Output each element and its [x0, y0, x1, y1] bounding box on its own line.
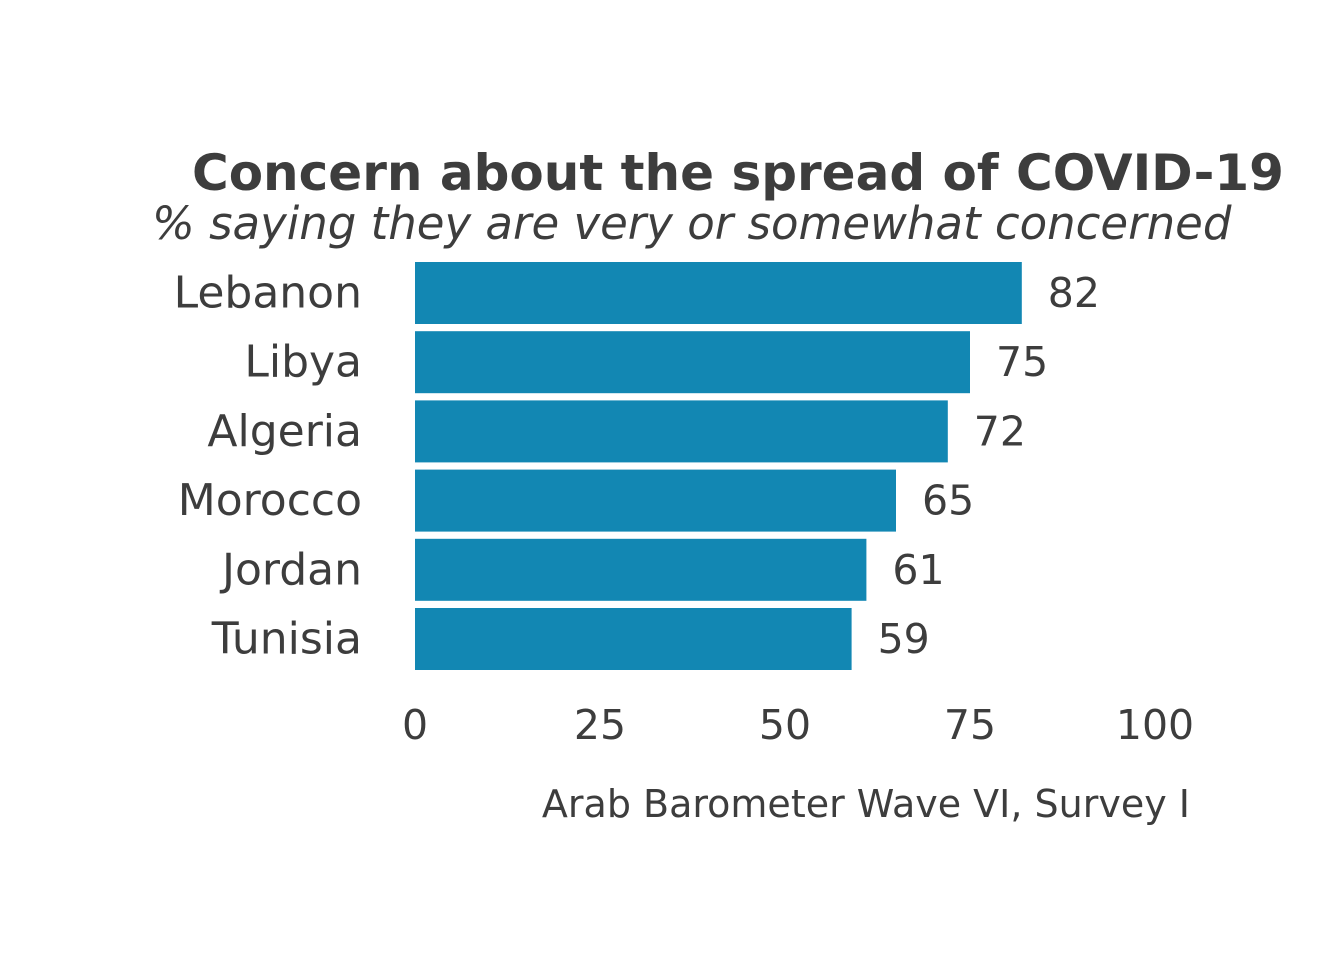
bars-layer	[415, 262, 1022, 670]
bar-lebanon	[415, 262, 1022, 324]
chart-subtitle: % saying they are very or somewhat conce…	[152, 197, 1232, 250]
bar-libya	[415, 331, 970, 394]
value-label-algeria: 72	[974, 407, 1026, 455]
chart-title: Concern about the spread of COVID-19	[192, 144, 1284, 202]
x-tick-label-50: 50	[759, 701, 811, 749]
chart-caption: Arab Barometer Wave VI, Survey I	[542, 782, 1190, 826]
x-tick-label-25: 25	[574, 701, 626, 749]
category-label-jordan: Jordan	[219, 544, 362, 595]
category-label-lebanon: Lebanon	[174, 268, 362, 319]
value-label-lebanon: 82	[1048, 269, 1100, 317]
category-label-algeria: Algeria	[207, 406, 362, 457]
x-tick-label-75: 75	[944, 701, 996, 749]
x-tick-label-100: 100	[1116, 701, 1194, 749]
bar-jordan	[415, 538, 867, 601]
category-labels: Lebanon Libya Algeria Morocco Jordan Tunisia	[174, 268, 362, 665]
value-label-jordan: 61	[892, 546, 944, 594]
bar-algeria	[415, 400, 948, 463]
category-label-tunisia: Tunisia	[211, 614, 362, 665]
bar-morocco	[415, 469, 896, 532]
category-label-libya: Libya	[244, 337, 362, 388]
value-label-morocco: 65	[922, 477, 974, 525]
value-label-libya: 75	[996, 338, 1048, 386]
value-label-tunisia: 59	[878, 615, 930, 663]
bar-tunisia	[415, 608, 852, 670]
category-label-morocco: Morocco	[178, 475, 362, 526]
x-tick-label-0: 0	[402, 701, 428, 749]
x-axis-ticks: 0 25 50 75 100	[402, 701, 1194, 749]
